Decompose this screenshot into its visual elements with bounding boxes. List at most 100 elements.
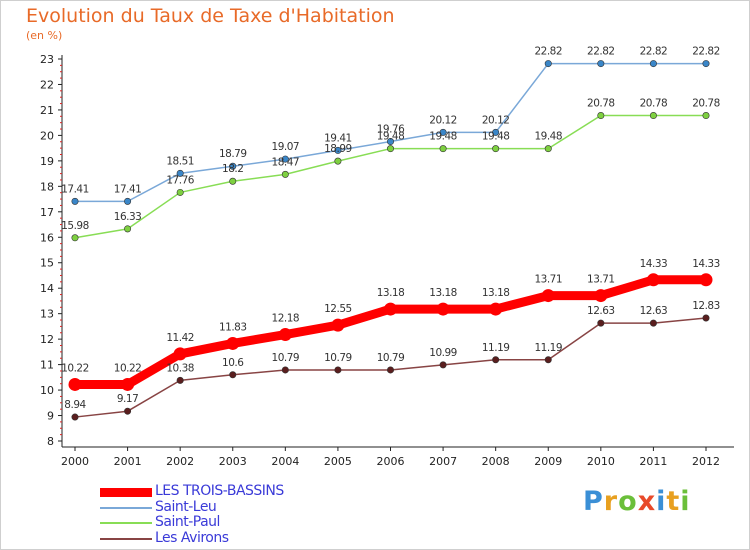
data-point (281, 170, 289, 178)
x-tick-label: 2001 (114, 455, 142, 468)
data-label: 19.48 (429, 131, 457, 143)
data-label: 8.94 (64, 399, 86, 411)
data-label: 19.48 (534, 131, 562, 143)
data-point (331, 318, 345, 332)
data-label: 10.6 (222, 357, 244, 369)
y-tick-label: 9 (47, 410, 54, 423)
data-label: 17.41 (114, 183, 142, 195)
data-label: 22.82 (587, 46, 615, 58)
data-point (436, 302, 450, 316)
y-tick-label: 16 (40, 231, 54, 244)
data-label: 14.33 (692, 258, 720, 270)
y-tick-label: 15 (40, 257, 54, 270)
data-point (334, 157, 342, 165)
data-point (121, 377, 135, 391)
data-point (649, 60, 657, 68)
data-label: 11.42 (166, 332, 194, 344)
data-point (702, 112, 710, 120)
data-label: 10.22 (114, 362, 142, 374)
data-label: 18.51 (166, 155, 194, 167)
data-point (594, 289, 608, 303)
y-tick-label: 20 (40, 129, 54, 142)
data-label: 20.12 (429, 114, 457, 126)
line-chart: 8 9 10 11 12 13 14 15 16 17 18 19 20 21 22 23 2000 2001 20… (40, 46, 734, 468)
data-label: 10.79 (272, 352, 300, 364)
data-label: 13.18 (429, 287, 457, 299)
logo-letter: x (637, 486, 657, 517)
x-tick-label: 2005 (324, 455, 352, 468)
y-tick-label: 17 (40, 206, 54, 219)
data-point (334, 146, 342, 154)
data-label: 16.33 (114, 211, 142, 223)
data-point (176, 188, 184, 196)
data-label: 17.41 (61, 183, 89, 195)
chart-title: Evolution du Taux de Taxe d'Habitation (26, 5, 395, 27)
data-label: 19.07 (272, 141, 300, 153)
x-tick-label: 2004 (271, 455, 299, 468)
data-label: 18.47 (272, 156, 300, 168)
data-point (597, 319, 605, 327)
legend-swatch (100, 537, 152, 540)
y-tick-label: 10 (40, 384, 54, 397)
data-label: 10.22 (61, 362, 89, 374)
data-label: 22.82 (692, 46, 720, 58)
data-point (124, 197, 132, 205)
legend-label: Les Avirons (155, 529, 229, 546)
data-point (71, 413, 79, 421)
data-label: 10.79 (377, 352, 405, 364)
data-label: 20.78 (587, 98, 615, 110)
logo-letter: i (680, 486, 691, 517)
data-point (278, 328, 292, 342)
data-point (544, 145, 552, 153)
data-point (226, 336, 240, 350)
logo-letter: o (618, 486, 638, 517)
data-label: 19.41 (324, 132, 352, 144)
data-point (492, 128, 500, 136)
y-tick-label: 13 (40, 308, 54, 321)
data-label: 18.99 (324, 143, 352, 155)
logo-letter: i (656, 486, 667, 517)
data-label: 13.71 (534, 274, 562, 286)
data-label: 11.83 (219, 321, 247, 333)
legend-swatch (100, 522, 152, 524)
data-label: 19.76 (377, 124, 405, 136)
data-point (334, 366, 342, 374)
data-point (229, 371, 237, 379)
data-point (544, 60, 552, 68)
data-point (281, 155, 289, 163)
logo-letter: r (603, 486, 619, 517)
data-label: 10.38 (166, 362, 194, 374)
data-label: 13.18 (377, 287, 405, 299)
legend-label: Saint-Leu (155, 498, 217, 515)
data-point (649, 112, 657, 120)
y-tick-label: 8 (47, 435, 54, 448)
y-tick-label: 12 (40, 333, 54, 346)
data-point (384, 302, 397, 316)
data-label: 20.78 (640, 98, 668, 110)
data-point (281, 366, 289, 374)
x-tick-label: 2003 (219, 455, 247, 468)
x-tick-label: 2010 (587, 455, 615, 468)
data-label: 22.82 (640, 46, 668, 58)
x-tick-label: 2009 (534, 455, 562, 468)
data-label: 11.19 (534, 342, 562, 354)
data-point (649, 319, 657, 327)
x-tick-label: 2002 (166, 455, 194, 468)
data-point (229, 177, 237, 185)
data-point (439, 361, 447, 369)
data-label: 9.17 (117, 393, 138, 405)
data-label: 10.99 (429, 347, 457, 359)
data-point (71, 197, 79, 205)
data-point (597, 60, 605, 68)
data-point (176, 169, 184, 177)
data-label: 11.19 (482, 342, 510, 354)
y-tick-label: 18 (40, 180, 54, 193)
data-point (541, 289, 555, 303)
data-point (386, 366, 394, 374)
y-tick-label: 11 (40, 359, 54, 372)
data-point (386, 138, 394, 146)
data-point (646, 273, 660, 287)
y-tick-label: 21 (40, 104, 54, 117)
data-label: 15.98 (61, 220, 89, 232)
